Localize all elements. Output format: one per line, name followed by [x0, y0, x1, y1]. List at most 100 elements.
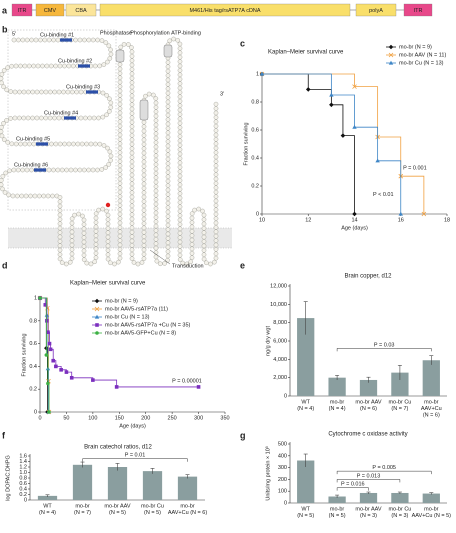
residue: [68, 167, 74, 173]
residue: [213, 242, 219, 248]
domain-box: [115, 49, 125, 63]
residue: [129, 155, 135, 160]
marker: [352, 84, 357, 89]
residue: [153, 96, 159, 101]
residue: [141, 243, 147, 248]
residue: [9, 63, 14, 69]
residue: [12, 115, 18, 121]
cu-binding-site: [60, 38, 72, 42]
residue: [141, 247, 147, 253]
x-tick-label: WT: [301, 506, 310, 512]
residue: [184, 261, 190, 267]
cu-binding-label: Cu-binding #5: [16, 136, 50, 142]
residue: [141, 194, 147, 200]
residue: [177, 257, 183, 262]
residue: [180, 260, 186, 266]
residue: [175, 38, 181, 43]
residue: [213, 172, 219, 177]
x-tick-label: mo-br: [75, 503, 90, 509]
residue: [189, 246, 195, 252]
chart-title: Brain copper, d12: [344, 274, 392, 280]
residue: [141, 133, 147, 138]
residue: [213, 194, 219, 199]
residue: [129, 67, 135, 72]
residue: [105, 221, 111, 227]
residue: [146, 91, 152, 97]
residue: [69, 256, 75, 261]
residue: [153, 105, 159, 110]
residue: [189, 250, 195, 256]
x-tick-label: (N = 3): [391, 513, 408, 519]
residue: [0, 80, 4, 86]
residue: [0, 174, 6, 179]
residue: [8, 89, 14, 94]
residue: [121, 42, 127, 47]
residue: [213, 207, 219, 213]
residue: [165, 183, 171, 188]
residue: [117, 233, 123, 239]
residue: [53, 141, 59, 147]
marker: [352, 124, 357, 129]
residue: [153, 144, 159, 150]
residue: [143, 93, 148, 99]
residue: [117, 229, 123, 235]
residue: [117, 123, 123, 129]
marker: [43, 303, 48, 307]
y-tick-label: 0.8: [19, 475, 27, 481]
residue: [117, 88, 123, 94]
residue: [112, 261, 117, 267]
x-tick-label: 0: [38, 415, 41, 421]
residue: [21, 115, 27, 121]
marker: [64, 370, 69, 374]
residue: [117, 207, 123, 213]
x-tick-label: 150: [115, 415, 124, 421]
residue: [23, 193, 29, 199]
residue: [52, 89, 57, 95]
residue: [165, 130, 171, 136]
residue: [141, 256, 147, 261]
residue: [129, 49, 135, 55]
residue: [213, 123, 219, 129]
residue: [101, 62, 107, 67]
residue: [192, 207, 197, 213]
residue: [165, 222, 171, 228]
residue: [100, 90, 106, 96]
residue: [165, 165, 171, 171]
residue: [189, 211, 195, 216]
significance-bracket: [336, 487, 369, 491]
residue: [177, 222, 183, 227]
residue: [22, 63, 28, 69]
residue: [141, 146, 147, 151]
residue: [32, 193, 38, 199]
residue: [71, 141, 76, 147]
marker: [352, 211, 357, 217]
residue: [86, 37, 92, 43]
y-tick-label: 12,000: [270, 283, 287, 289]
x-tick-label: mo-br AAV: [355, 399, 382, 405]
residue: [189, 233, 195, 238]
residue: [25, 115, 31, 121]
residue: [57, 225, 63, 231]
residue: [177, 90, 183, 95]
residue: [165, 64, 171, 70]
residue: [165, 108, 171, 114]
legend-marker: [388, 60, 394, 65]
domain-label: Phosphatase: [100, 30, 132, 36]
residue: [108, 104, 114, 110]
construct-element: [65, 3, 97, 17]
residue: [213, 247, 219, 252]
residue: [171, 36, 176, 42]
y-tick-label: 0.6: [251, 127, 259, 133]
residue: [99, 38, 105, 43]
marker: [54, 364, 58, 369]
residue: [57, 217, 63, 222]
residue: [59, 167, 65, 173]
residue: [153, 162, 159, 167]
marker: [329, 102, 334, 108]
legend-label: mo-br Cu (N = 13): [105, 314, 150, 320]
x-tick-label: (N = 3): [360, 513, 377, 519]
residue: [177, 208, 183, 214]
residue: [189, 228, 195, 234]
x-tick-label: 300: [194, 415, 203, 421]
residue: [177, 68, 183, 73]
